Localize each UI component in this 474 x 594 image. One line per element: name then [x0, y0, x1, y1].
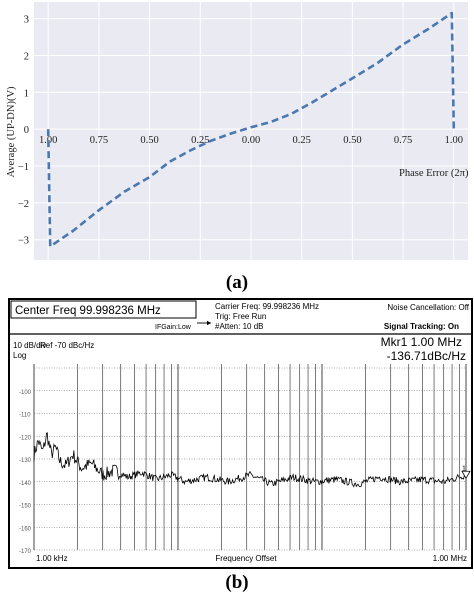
- y-tick-labels: -100 -110 -120 -130 -140 -150 -160 -170: [19, 390, 32, 555]
- x-axis-label: Frequency Offset: [215, 554, 277, 563]
- y-axis-label: Average (UP-DN)(V): [6, 86, 17, 178]
- x-tick-label: 1.00: [445, 135, 463, 146]
- grid: [34, 2, 468, 260]
- x-stop-label: 1.00 MHz: [433, 554, 467, 563]
- if-gain: IFGain:Low: [155, 324, 192, 331]
- center-freq-box: [10, 300, 197, 319]
- y-tick-label: -150: [19, 504, 32, 510]
- x-start-label: 1.00 kHz: [36, 554, 68, 563]
- marker-diamond: [461, 470, 471, 480]
- x-axis-label: Phase Error (2π): [399, 168, 469, 179]
- scale-label: 10 dB/div: [13, 341, 46, 350]
- y-tick-labels: −3 −2 −1 0 1 2 3: [18, 15, 29, 247]
- analyzer-frame: [8, 298, 473, 569]
- y-tick-label: −2: [18, 199, 29, 210]
- y-tick-label: −3: [18, 236, 29, 247]
- x-tick-label: 0.75: [394, 135, 412, 146]
- series-line: [46, 11, 456, 248]
- x-tick-label: 0.50: [140, 135, 158, 146]
- attenuation: #Atten: 10 dB: [215, 322, 263, 331]
- x-tick-label: 0.50: [343, 135, 361, 146]
- signal-tracking: Signal Tracking: On: [384, 322, 459, 331]
- log-label: Log: [13, 351, 26, 360]
- y-tick-label: -170: [19, 549, 32, 555]
- carrier-freq: Carrier Freq: 99.998236 MHz: [215, 302, 319, 311]
- log-grid: [33, 364, 467, 551]
- phase-noise-trace: [33, 432, 467, 488]
- noise-cancellation: Noise Cancellation: Off: [387, 303, 469, 312]
- marker-value: -136.71dBc/Hz: [387, 349, 466, 363]
- x-tick-labels: 1.00 0.75 0.50 0.25 0.00 0.25 0.50 0.75 1.00: [39, 135, 463, 146]
- y-tick-label: -100: [19, 390, 32, 396]
- y-tick-label: -160: [19, 526, 32, 532]
- data-line: [46, 11, 456, 248]
- marker-label: Mkr1 1.00 MHz: [381, 335, 462, 349]
- y-tick-label: 3: [24, 15, 29, 26]
- trace-line: [33, 432, 467, 488]
- trigger-arrow-icon: [197, 320, 211, 326]
- panel-b-label: (b): [225, 572, 249, 593]
- y-tick-label: -120: [19, 435, 32, 441]
- y-tick-label: 2: [24, 51, 29, 62]
- x-tick-label: 0.25: [293, 135, 311, 146]
- phase-noise-chart: Center Freq 99.998236 MHz Carrier Freq: …: [8, 298, 473, 569]
- reference-level: Ref -70 dBc/Hz: [40, 341, 94, 350]
- x-tick-label: 0.75: [90, 135, 108, 146]
- y-tick-label: 0: [24, 125, 29, 136]
- y-tick-label: -140: [19, 481, 32, 487]
- y-tick-label: -130: [19, 458, 32, 464]
- x-tick-label: 0.00: [242, 135, 260, 146]
- center-freq: Center Freq 99.998236 MHz: [15, 305, 161, 317]
- trig-mode: Trig: Free Run: [215, 312, 266, 321]
- y-tick-label: 1: [24, 88, 29, 99]
- panel-a-label: (a): [225, 272, 249, 293]
- y-tick-label: -110: [19, 413, 31, 419]
- x-tick-label: 0.25: [191, 135, 209, 146]
- marker-1: 1: [461, 465, 471, 480]
- marker-id: 1: [462, 465, 466, 472]
- y-tick-label: −1: [18, 162, 29, 173]
- phase-detector-chart: 1.00 0.75 0.50 0.25 0.00 0.25 0.50 0.75 1.00 −3−…: [6, 2, 469, 260]
